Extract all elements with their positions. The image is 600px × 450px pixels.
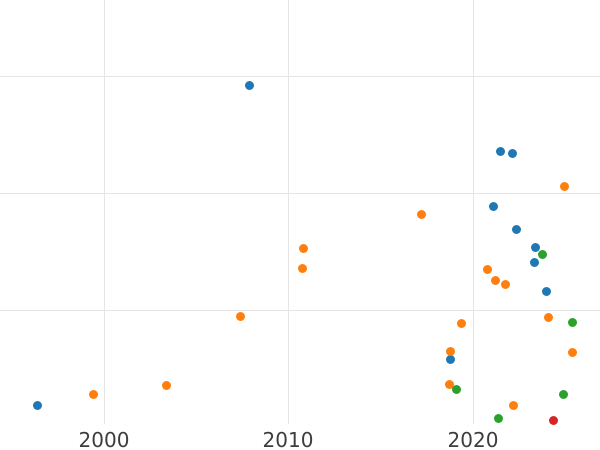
data-point-series-blue <box>244 80 254 90</box>
data-point-series-blue <box>32 400 42 410</box>
data-point-series-orange <box>559 181 569 191</box>
data-point-series-orange <box>567 347 577 357</box>
y-gridline <box>0 309 600 311</box>
data-point-series-blue <box>530 242 540 252</box>
y-gridline <box>0 75 600 77</box>
y-gridline <box>0 192 600 194</box>
data-point-series-orange <box>445 346 455 356</box>
data-point-series-orange <box>297 263 307 273</box>
x-tick-label: 2020 <box>447 428 499 450</box>
data-point-series-blue <box>488 201 498 211</box>
data-point-series-orange <box>298 243 308 253</box>
data-point-series-blue <box>511 224 521 234</box>
data-point-series-orange <box>456 318 466 328</box>
data-point-series-orange <box>482 264 492 274</box>
data-point-series-orange <box>508 400 518 410</box>
data-point-series-blue <box>507 148 517 158</box>
data-point-series-orange <box>161 380 171 390</box>
data-point-series-blue <box>445 354 455 364</box>
data-point-series-orange <box>500 279 510 289</box>
x-tick-label: 2010 <box>262 428 314 450</box>
data-point-series-red <box>548 415 558 425</box>
data-point-series-orange <box>88 389 98 399</box>
data-point-series-green <box>558 389 568 399</box>
data-point-series-orange <box>444 379 454 389</box>
data-point-series-green <box>537 249 547 259</box>
x-gridline <box>472 0 474 424</box>
data-point-series-blue <box>529 257 539 267</box>
x-gridline <box>103 0 105 424</box>
x-gridline <box>287 0 289 424</box>
data-point-series-orange <box>416 209 426 219</box>
data-point-series-orange <box>490 275 500 285</box>
data-point-series-green <box>493 413 503 423</box>
data-point-series-orange <box>235 311 245 321</box>
data-point-series-green <box>567 317 577 327</box>
data-point-series-green <box>451 384 461 394</box>
data-point-series-orange <box>543 312 553 322</box>
data-point-series-blue <box>495 146 505 156</box>
data-point-series-blue <box>541 286 551 296</box>
x-tick-label: 2000 <box>78 428 130 450</box>
